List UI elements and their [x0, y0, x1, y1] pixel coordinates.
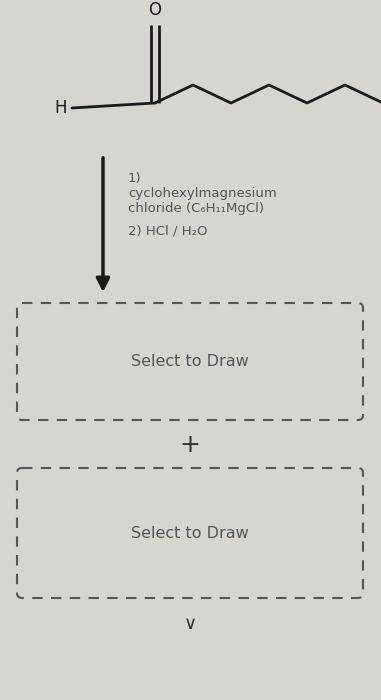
- Text: 1): 1): [128, 172, 142, 185]
- Text: 2) HCl / H₂O: 2) HCl / H₂O: [128, 225, 208, 238]
- Text: H: H: [54, 99, 67, 117]
- Text: Select to Draw: Select to Draw: [131, 354, 249, 369]
- Text: O: O: [149, 1, 162, 19]
- Text: chloride (C₆H₁₁MgCl): chloride (C₆H₁₁MgCl): [128, 202, 264, 215]
- Text: ∨: ∨: [183, 615, 197, 633]
- Text: +: +: [179, 433, 200, 457]
- Text: cyclohexylmagnesium: cyclohexylmagnesium: [128, 187, 277, 200]
- Text: Select to Draw: Select to Draw: [131, 526, 249, 540]
